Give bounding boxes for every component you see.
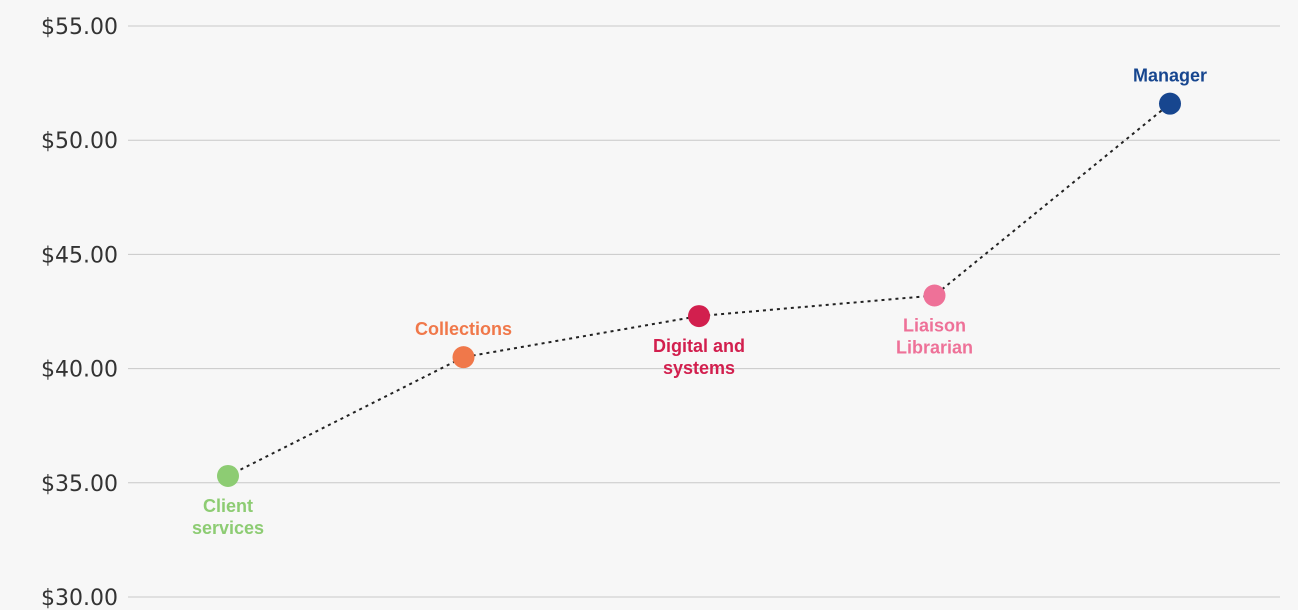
y-tick-label: $35.00 bbox=[41, 472, 118, 497]
point-label: Digital and systems bbox=[653, 336, 745, 378]
data-points bbox=[217, 92, 1181, 487]
point-label: Client services bbox=[192, 496, 264, 538]
data-point bbox=[923, 284, 946, 307]
point-labels: Client services Collections Digital and syst… bbox=[192, 66, 1207, 538]
point-label-line: Collections bbox=[415, 319, 512, 339]
point-label-line: systems bbox=[663, 358, 735, 378]
gridlines bbox=[128, 25, 1280, 598]
y-tick-label: $55.00 bbox=[41, 15, 118, 40]
point-label: Manager bbox=[1133, 66, 1207, 86]
dotted-connector-line bbox=[227, 102, 1171, 477]
y-tick-label: $30.00 bbox=[41, 586, 118, 610]
y-tick-label: $40.00 bbox=[41, 358, 118, 383]
y-tick-label: $45.00 bbox=[41, 243, 118, 268]
data-point bbox=[217, 464, 239, 487]
point-label-line: Digital and bbox=[653, 336, 745, 356]
point-label: Liaison Librarian bbox=[896, 316, 973, 358]
point-label-line: Liaison bbox=[903, 316, 966, 336]
point-label-line: Manager bbox=[1133, 66, 1207, 86]
point-label-line: services bbox=[192, 518, 264, 538]
data-point bbox=[688, 305, 710, 328]
y-tick-label: $50.00 bbox=[41, 129, 118, 154]
point-label-line: Librarian bbox=[896, 338, 973, 358]
data-point bbox=[452, 346, 475, 369]
data-point bbox=[1159, 92, 1181, 115]
point-label: Collections bbox=[415, 319, 512, 339]
y-axis-ticks: $30.00 $35.00 $40.00 $45.00 $50.00 $55.00 bbox=[41, 15, 118, 610]
point-label-line: Client bbox=[203, 496, 253, 516]
